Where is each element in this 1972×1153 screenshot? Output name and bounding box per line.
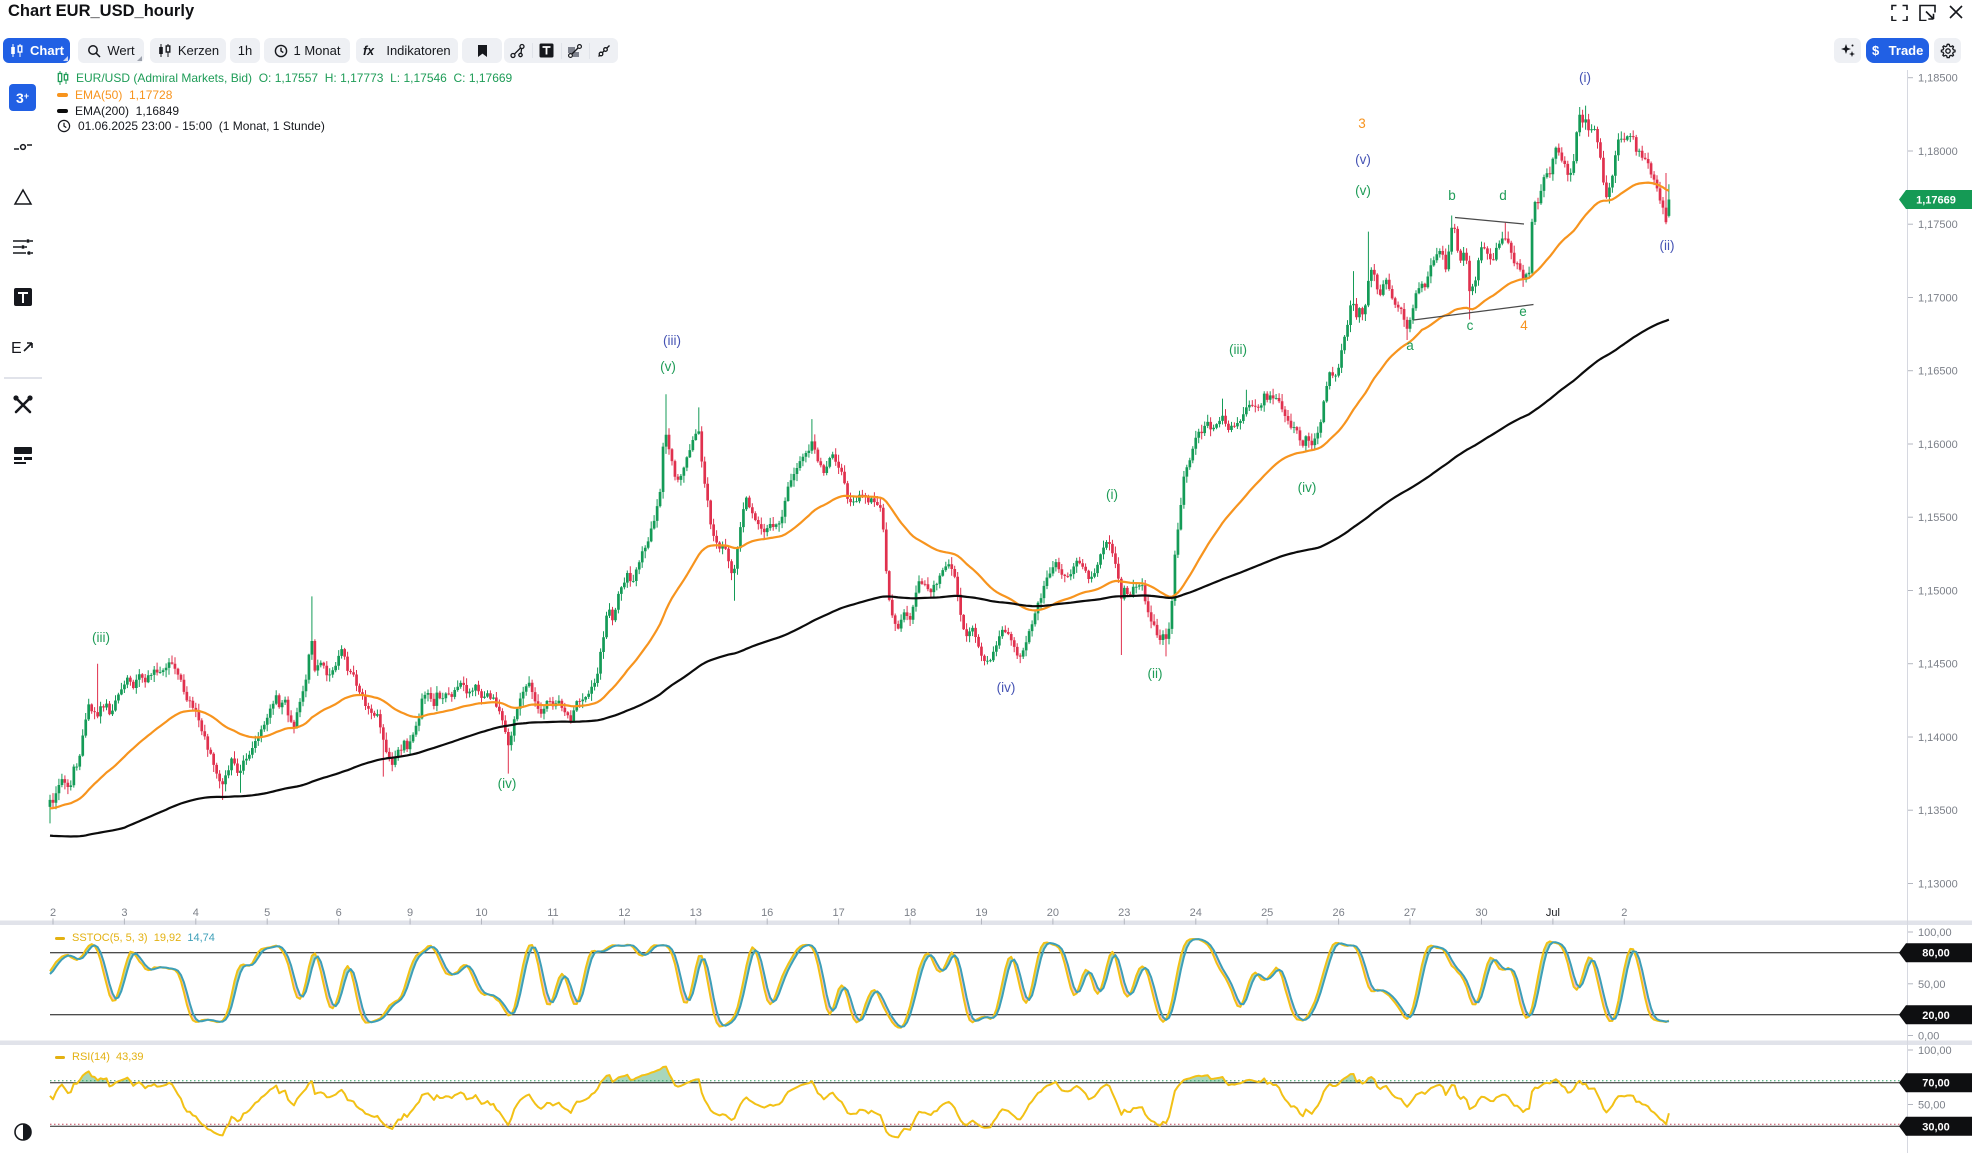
svg-text:(ii): (ii): [1660, 238, 1675, 253]
svg-text:20,00: 20,00: [1922, 1010, 1950, 1022]
svg-text:27: 27: [1404, 907, 1416, 919]
svg-text:4: 4: [193, 907, 199, 919]
svg-text:1,18500: 1,18500: [1918, 73, 1958, 85]
svg-text:1,13000: 1,13000: [1918, 879, 1958, 891]
svg-text:a: a: [1406, 338, 1414, 353]
svg-text:1,15000: 1,15000: [1918, 586, 1958, 598]
svg-text:3: 3: [1358, 116, 1366, 131]
svg-text:3: 3: [121, 907, 127, 919]
svg-text:1,18000: 1,18000: [1918, 146, 1958, 158]
svg-text:Jul: Jul: [1546, 907, 1560, 919]
svg-text:1,17000: 1,17000: [1918, 293, 1958, 305]
svg-text:(iv): (iv): [1298, 480, 1317, 495]
svg-text:1,16000: 1,16000: [1918, 439, 1958, 451]
svg-text:26: 26: [1332, 907, 1344, 919]
svg-text:23: 23: [1118, 907, 1130, 919]
svg-text:100,00: 100,00: [1918, 927, 1952, 939]
svg-text:(iii): (iii): [92, 630, 110, 645]
svg-text:70,00: 70,00: [1922, 1078, 1950, 1090]
svg-text:80,00: 80,00: [1922, 948, 1950, 960]
svg-text:30: 30: [1475, 907, 1487, 919]
svg-text:10: 10: [475, 907, 487, 919]
svg-text:1,13500: 1,13500: [1918, 805, 1958, 817]
svg-text:1,15500: 1,15500: [1918, 512, 1958, 524]
svg-text:(iv): (iv): [997, 680, 1016, 695]
svg-text:20: 20: [1047, 907, 1059, 919]
svg-text:19: 19: [975, 907, 987, 919]
svg-text:5: 5: [264, 907, 270, 919]
svg-text:e: e: [1519, 304, 1527, 319]
svg-text:1,14000: 1,14000: [1918, 732, 1958, 744]
svg-text:(iii): (iii): [663, 333, 681, 348]
svg-text:12: 12: [618, 907, 630, 919]
svg-text:9: 9: [407, 907, 413, 919]
svg-text:1,17669: 1,17669: [1916, 195, 1956, 207]
svg-text:25: 25: [1261, 907, 1273, 919]
svg-text:1,14500: 1,14500: [1918, 659, 1958, 671]
svg-text:(i): (i): [1106, 487, 1118, 502]
svg-text:0,00: 0,00: [1918, 1031, 1939, 1043]
svg-text:d: d: [1499, 188, 1507, 203]
svg-text:24: 24: [1190, 907, 1202, 919]
svg-text:E: E: [11, 340, 22, 357]
svg-text:1,16500: 1,16500: [1918, 366, 1958, 378]
svg-text:13: 13: [690, 907, 702, 919]
svg-text:fx: fx: [363, 44, 375, 57]
svg-text:18: 18: [904, 907, 916, 919]
svg-text:16: 16: [761, 907, 773, 919]
svg-text:$: $: [1872, 43, 1880, 58]
svg-text:(v): (v): [660, 359, 676, 374]
svg-text:2: 2: [1621, 907, 1627, 919]
svg-text:c: c: [1467, 318, 1474, 333]
svg-text:(v): (v): [1355, 183, 1371, 198]
svg-text:(v): (v): [1355, 152, 1371, 167]
svg-text:(iv): (iv): [498, 776, 517, 791]
svg-text:(i): (i): [1579, 70, 1591, 85]
svg-text:1,17500: 1,17500: [1918, 219, 1958, 231]
svg-text:50,00: 50,00: [1918, 1100, 1946, 1112]
svg-text:b: b: [1448, 188, 1456, 203]
svg-text:(ii): (ii): [1148, 666, 1163, 681]
svg-text:4: 4: [1520, 318, 1528, 333]
svg-text:100,00: 100,00: [1918, 1045, 1952, 1057]
svg-text:6: 6: [336, 907, 342, 919]
svg-text:50,00: 50,00: [1918, 979, 1946, 991]
svg-text:2: 2: [50, 907, 56, 919]
svg-text:17: 17: [832, 907, 844, 919]
svg-text:30,00: 30,00: [1922, 1121, 1950, 1133]
svg-text:11: 11: [547, 907, 558, 919]
svg-text:(iii): (iii): [1229, 342, 1247, 357]
